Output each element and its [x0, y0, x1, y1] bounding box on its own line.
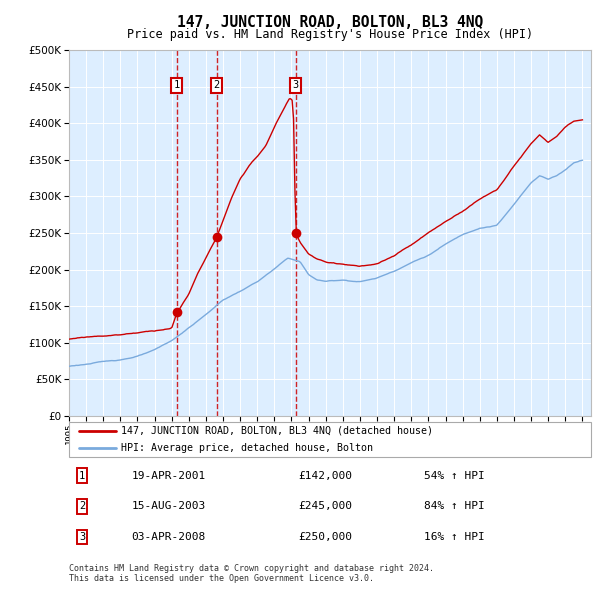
Text: 03-APR-2008: 03-APR-2008: [131, 532, 206, 542]
Text: 147, JUNCTION ROAD, BOLTON, BL3 4NQ (detached house): 147, JUNCTION ROAD, BOLTON, BL3 4NQ (det…: [121, 426, 433, 435]
Text: 15-AUG-2003: 15-AUG-2003: [131, 502, 206, 511]
Text: Contains HM Land Registry data © Crown copyright and database right 2024.: Contains HM Land Registry data © Crown c…: [69, 565, 434, 573]
Text: £142,000: £142,000: [299, 471, 353, 480]
Text: £250,000: £250,000: [299, 532, 353, 542]
Text: 84% ↑ HPI: 84% ↑ HPI: [424, 502, 485, 511]
Text: Price paid vs. HM Land Registry's House Price Index (HPI): Price paid vs. HM Land Registry's House …: [127, 28, 533, 41]
Text: HPI: Average price, detached house, Bolton: HPI: Average price, detached house, Bolt…: [121, 444, 373, 453]
Text: This data is licensed under the Open Government Licence v3.0.: This data is licensed under the Open Gov…: [69, 574, 374, 583]
Text: 147, JUNCTION ROAD, BOLTON, BL3 4NQ: 147, JUNCTION ROAD, BOLTON, BL3 4NQ: [177, 15, 483, 30]
Text: 19-APR-2001: 19-APR-2001: [131, 471, 206, 480]
Text: 54% ↑ HPI: 54% ↑ HPI: [424, 471, 485, 480]
Text: 3: 3: [79, 532, 85, 542]
Text: 1: 1: [173, 80, 180, 90]
Text: 3: 3: [293, 80, 299, 90]
Text: £245,000: £245,000: [299, 502, 353, 511]
FancyBboxPatch shape: [69, 422, 591, 457]
Text: 16% ↑ HPI: 16% ↑ HPI: [424, 532, 485, 542]
Text: 2: 2: [214, 80, 220, 90]
Text: 1: 1: [79, 471, 85, 480]
Text: 2: 2: [79, 502, 85, 511]
